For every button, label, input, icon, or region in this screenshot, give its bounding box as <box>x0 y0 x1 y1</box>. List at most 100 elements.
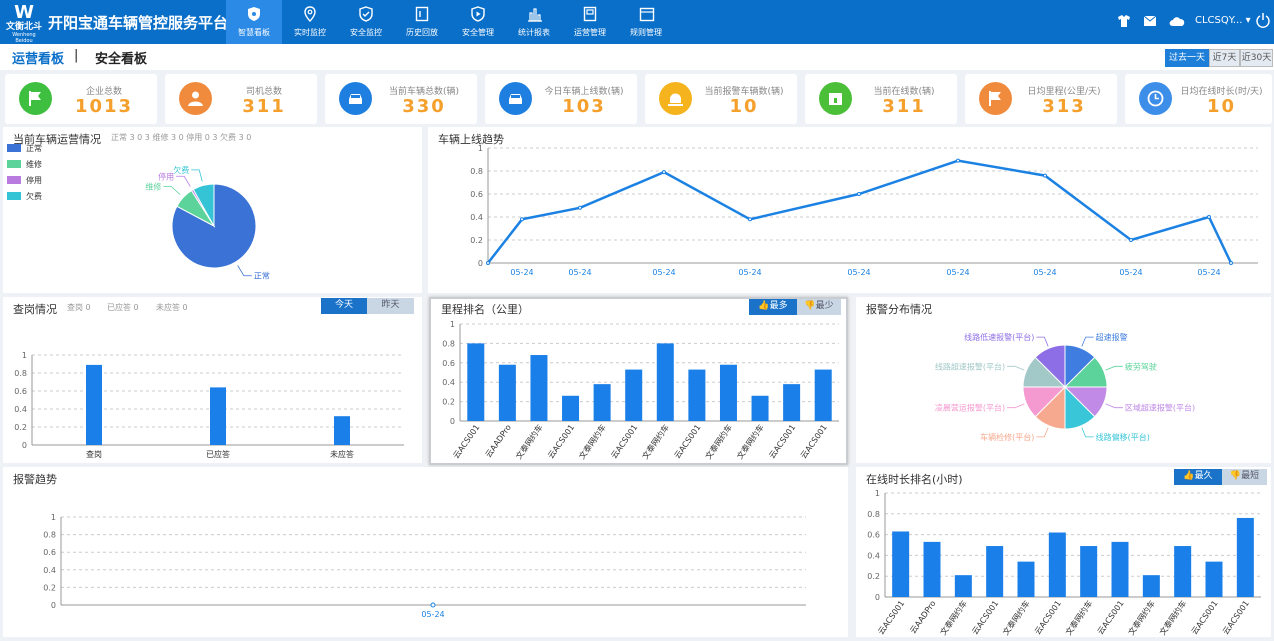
vehicle-status-summary: 正常 3 0 3 维修 3 0 停用 0 3 欠费 3 0 <box>111 133 252 142</box>
kpi-value: 103 <box>562 96 606 117</box>
y-tick-label: 1 <box>51 513 56 522</box>
bar <box>593 384 611 421</box>
y-tick-label: 0.6 <box>442 359 455 368</box>
bar <box>688 369 706 421</box>
bar <box>1236 517 1254 597</box>
pie-label-line <box>176 175 191 187</box>
bar <box>923 541 941 597</box>
flag-icon <box>29 91 41 106</box>
power-icon[interactable] <box>1256 12 1270 28</box>
tab-safety-board[interactable]: 安全看板 <box>95 52 148 67</box>
bar <box>562 395 580 421</box>
shortest-button[interactable]: 👎最短 <box>1222 469 1267 485</box>
pie-slice-label: 维修 <box>145 182 161 192</box>
bar <box>656 343 674 421</box>
y-tick-label: 0 <box>22 441 27 450</box>
kpi-icon-circle <box>819 82 852 115</box>
box-icon <box>583 6 597 22</box>
nav-item-safety-management[interactable]: 安全管理 <box>450 0 506 44</box>
x-tick-label: 已应答 <box>206 449 230 459</box>
data-point <box>857 192 861 196</box>
nav-item-operations[interactable]: 运营管理 <box>562 0 618 44</box>
pie-slice <box>192 183 215 228</box>
pie-label-line <box>1007 403 1025 409</box>
yesterday-button[interactable]: 昨天 <box>367 298 414 314</box>
y-tick-label: 0.8 <box>470 167 483 176</box>
nav-item-statistics[interactable]: 统计报表 <box>506 0 562 44</box>
pie-slice-label: 停用 <box>158 171 174 181</box>
shield-check-icon <box>359 6 373 22</box>
bar <box>86 364 102 445</box>
x-tick-label: 05-24 <box>421 610 444 619</box>
today-button[interactable]: 今天 <box>321 298 367 314</box>
x-tick-label: 云ACS001 <box>673 423 703 460</box>
bar <box>1205 561 1223 597</box>
flag-icon <box>989 91 1001 106</box>
app-logo[interactable]: W 文衡北斗 Wenheng Beidou <box>4 2 44 45</box>
kpi-value: 10 <box>729 96 759 117</box>
history-icon <box>415 6 429 22</box>
kpi-icon-circle <box>979 82 1012 115</box>
bar <box>814 369 832 421</box>
least-button[interactable]: 👎最少 <box>797 299 841 315</box>
kpi-label: 日均在线时长(时/天) <box>1180 87 1263 97</box>
inquiry-stat-answered: 已应答 0 <box>107 303 139 312</box>
pie-label-line <box>191 169 203 182</box>
kpi-card-drivers: 司机总数 311 <box>165 74 317 124</box>
x-tick-label: 05-24 <box>652 268 675 277</box>
y-tick-label: 0 <box>875 593 880 602</box>
pie-label-line <box>1081 427 1094 438</box>
bar <box>719 364 737 421</box>
nav-item-smart-board[interactable]: 智慧看板 <box>226 0 282 44</box>
y-tick-label: 0.8 <box>43 531 56 540</box>
bar <box>892 531 910 597</box>
logo-mark-icon: W <box>14 2 34 23</box>
shirt-icon[interactable] <box>1117 14 1131 28</box>
longest-label: 最久 <box>1194 471 1213 481</box>
kpi-label: 当前车辆总数(辆) <box>388 87 460 97</box>
nav-item-safety-monitor[interactable]: 安全监控 <box>338 0 394 44</box>
range-7-days-button[interactable]: 近7天 <box>1209 49 1240 67</box>
vehicle-status-panel: 当前车辆运营情况 正常 3 0 3 维修 3 0 停用 0 3 欠费 3 0 正… <box>3 127 422 293</box>
pie-slice-label: 正常 <box>254 272 270 281</box>
inquiry-title: 查岗情况 <box>13 303 57 316</box>
kpi-card-daily-online-hours: 日均在线时长(时/天) 10 <box>1125 74 1272 124</box>
kpi-value: 10 <box>1206 96 1237 117</box>
mail-icon[interactable] <box>1144 16 1156 26</box>
range-30-days-button[interactable]: 近30天 <box>1240 49 1273 67</box>
nav-item-realtime-monitor[interactable]: 实时监控 <box>282 0 338 44</box>
x-tick-label: 05-24 <box>946 268 969 277</box>
y-tick-label: 0.6 <box>43 548 56 557</box>
cloud-icon[interactable] <box>1169 16 1185 27</box>
pie-label-line <box>1036 336 1049 347</box>
longest-button[interactable]: 👍最久 <box>1174 469 1222 485</box>
car-icon <box>349 94 362 104</box>
bar <box>1048 532 1066 597</box>
x-tick-label: 文泰网约车 <box>1063 598 1094 637</box>
y-tick-label: 0.4 <box>14 405 27 414</box>
nav-item-history-playback[interactable]: 历史回放 <box>394 0 450 44</box>
x-tick-label: 文泰网约车 <box>1157 598 1188 637</box>
kpi-label: 日均里程(公里/天) <box>1027 87 1101 97</box>
kpi-value: 313 <box>1042 96 1086 117</box>
kpi-label: 当前报警车辆数(辆) <box>704 87 784 97</box>
x-tick-label: 05-24 <box>847 268 870 277</box>
legend-swatch <box>7 160 21 168</box>
y-tick-label: 0.2 <box>470 236 483 245</box>
y-tick-label: 0.4 <box>442 378 455 387</box>
range-past-day-button[interactable]: 过去一天 <box>1165 49 1209 67</box>
shield-badge-icon <box>248 7 260 21</box>
tab-operation-board[interactable]: 运营看板 <box>12 52 65 67</box>
legend-label: 欠费 <box>26 191 42 201</box>
x-tick-label: 文泰网约车 <box>577 422 608 461</box>
x-tick-label: 云ACS001 <box>609 423 639 460</box>
legend-label: 正常 <box>26 144 42 153</box>
vehicle-status-title: 当前车辆运营情况 <box>13 133 101 146</box>
user-menu[interactable]: CLCSQY... ▾ <box>1195 15 1251 26</box>
nav-item-rules[interactable]: 规则管理 <box>618 0 674 44</box>
x-tick-label: 文泰网约车 <box>1001 598 1032 637</box>
x-tick-label: 05-24 <box>568 268 591 277</box>
most-button[interactable]: 👍最多 <box>749 299 797 315</box>
